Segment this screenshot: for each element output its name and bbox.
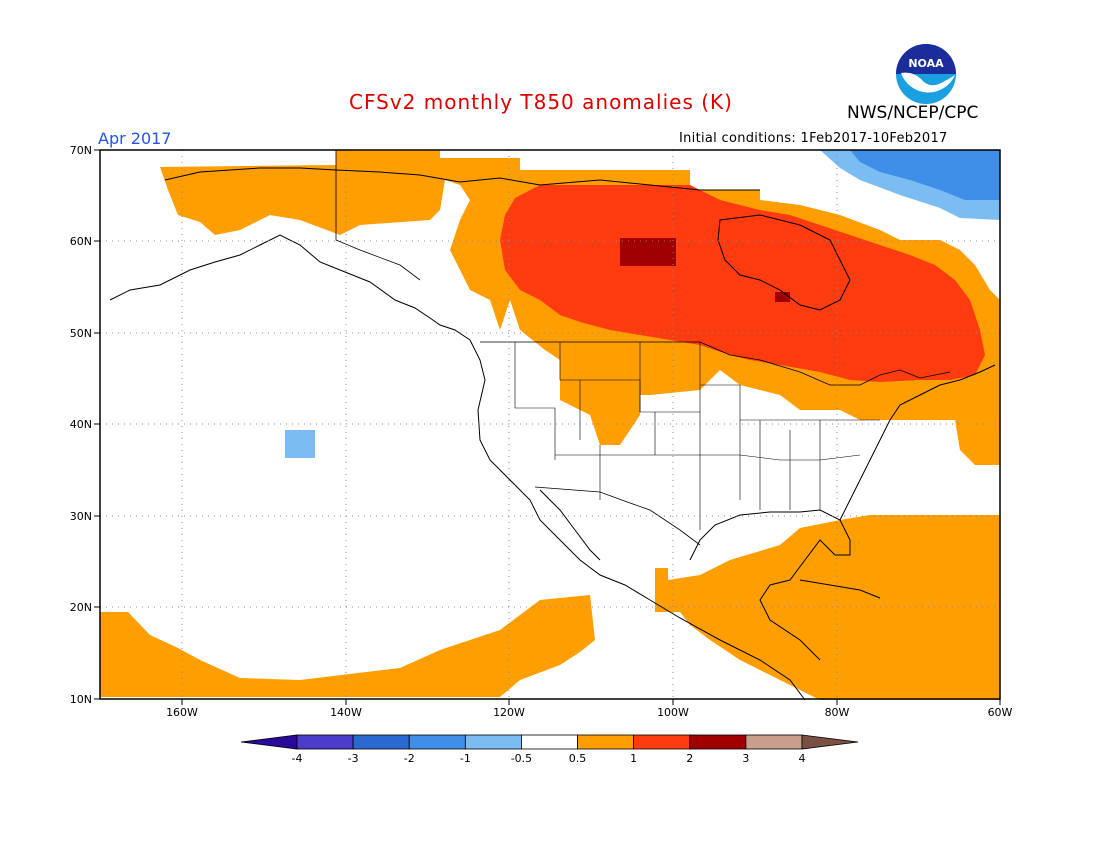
colorbar-segment [296, 734, 354, 750]
coastline-hudson-bay [717, 214, 851, 311]
anomaly-warm-tropical-atlantic [655, 515, 1000, 700]
colorbar-segment [352, 734, 410, 750]
anomaly-cold-pacific [285, 430, 315, 458]
anomaly-fields [100, 150, 1000, 700]
graticule [100, 150, 1000, 699]
coastline-cuba [799, 579, 881, 599]
colorbar-segment [745, 734, 803, 750]
chart-title: CFSv2 monthly T850 anomalies (K) [349, 90, 733, 114]
state-lines [514, 342, 880, 530]
colorbar-max-arrow [801, 734, 859, 750]
coastline-arctic [164, 167, 760, 191]
lon-label: 140W [330, 706, 362, 719]
lon-label: 120W [493, 706, 525, 719]
lon-label: 100W [657, 706, 689, 719]
noaa-logo: NOAA [896, 44, 956, 104]
lon-label: 160W [166, 706, 198, 719]
anomaly-colder-northeast [850, 150, 1000, 200]
political-boundaries [335, 150, 951, 546]
colorbar-segment [521, 734, 578, 750]
colorbar-min-arrow [240, 734, 298, 750]
lat-label: 50N [70, 327, 92, 340]
colorbar-label: -0.5 [511, 752, 532, 765]
lat-axis [94, 149, 100, 700]
lon-label: 60W [988, 706, 1013, 719]
anomaly-warm-tropical-pacific [100, 595, 595, 697]
colorbar-label: 2 [686, 752, 693, 765]
lat-label: 40N [70, 418, 92, 431]
colorbar-segment [633, 734, 691, 750]
coastline-west [469, 339, 806, 701]
lon-axis [181, 699, 1001, 705]
lat-label: 30N [70, 510, 92, 523]
lat-label: 60N [70, 235, 92, 248]
colorbar-label: -4 [292, 752, 303, 765]
colorbar-segment [689, 734, 747, 750]
coastline-baja [539, 489, 601, 561]
lat-label: 10N [70, 693, 92, 706]
logo-text: NOAA [908, 57, 944, 70]
coastline-east [839, 364, 996, 521]
colorbar-label: -3 [348, 752, 359, 765]
border-us-mexico [534, 486, 701, 546]
colorbar-label: 3 [742, 752, 749, 765]
coastline-alaska [109, 234, 471, 341]
colorbar-label: -1 [460, 752, 471, 765]
colorbar-segment [464, 734, 522, 750]
lon-labels: 160W 140W 120W 100W 80W 60W [166, 706, 1012, 719]
lat-labels: 70N 60N 50N 40N 30N 20N 10N [70, 144, 92, 706]
anomaly-strong-core [500, 185, 985, 382]
coastlines [109, 167, 996, 701]
agency-label: NWS/NCEP/CPC [847, 103, 979, 123]
colorbar-label: 4 [799, 752, 806, 765]
forecast-period: Apr 2017 [98, 129, 172, 148]
colorbar-segment [408, 734, 466, 750]
border-alaska-canada [335, 150, 421, 281]
lat-label: 20N [70, 601, 92, 614]
colorbar-label: -2 [404, 752, 415, 765]
colorbar-label: 0.5 [569, 752, 587, 765]
coastline-gulf [689, 509, 851, 661]
border-us-canada [480, 341, 951, 386]
colorbar-segment [577, 734, 635, 750]
lon-label: 80W [825, 706, 850, 719]
lat-label: 70N [70, 144, 92, 157]
anomaly-extreme-patch-1 [620, 238, 676, 266]
initial-conditions: Initial conditions: 1Feb2017-10Feb2017 [679, 131, 948, 146]
anomaly-extreme-patch-2 [775, 292, 790, 302]
colorbar-label: 1 [630, 752, 637, 765]
colorbar: -4 -3 -2 -1 -0.5 0.5 1 2 3 4 [240, 734, 859, 765]
